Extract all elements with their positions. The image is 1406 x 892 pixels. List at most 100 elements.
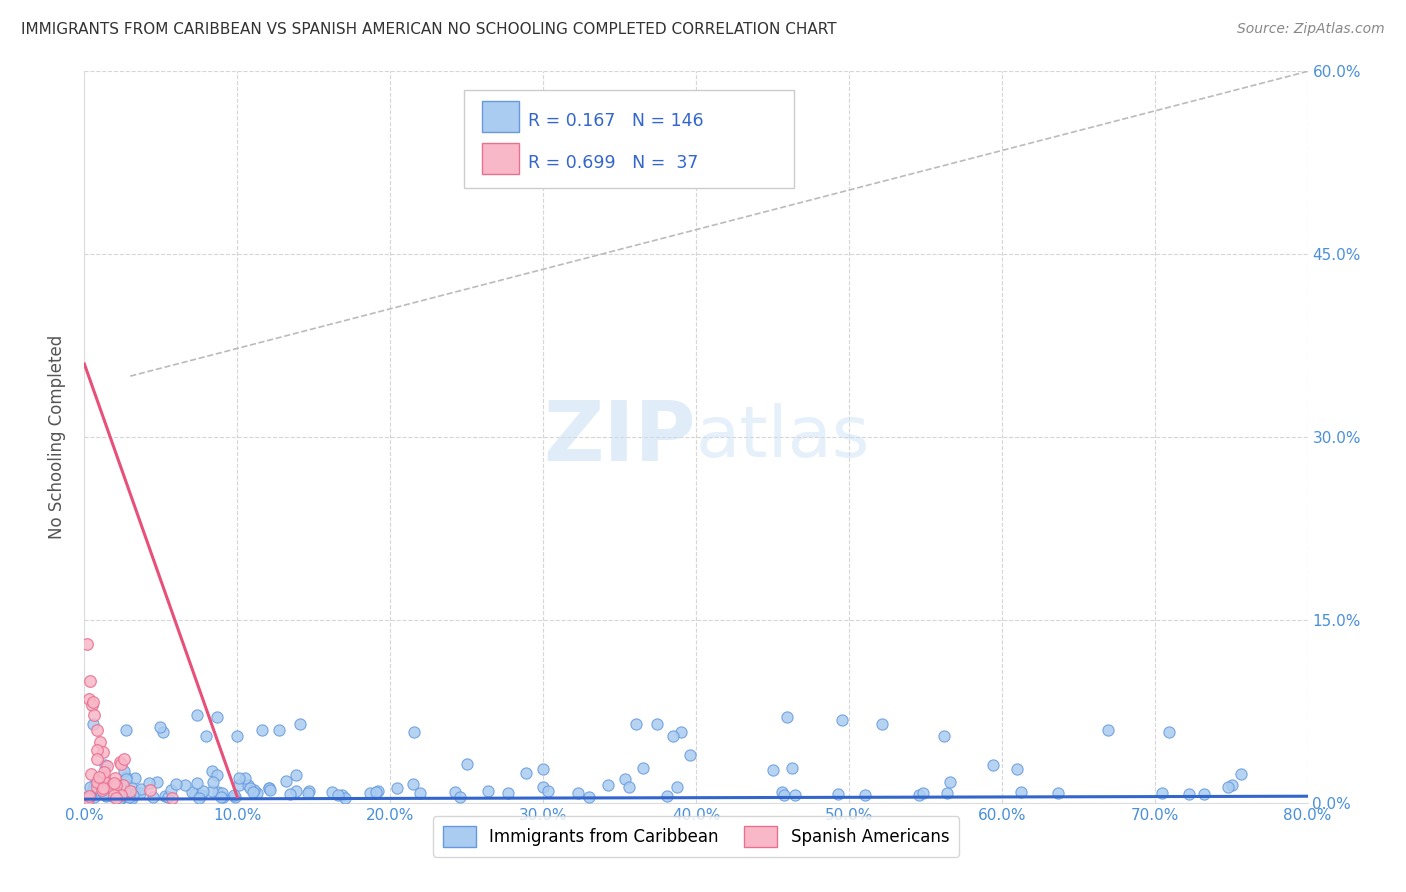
Point [598,778,620,792]
Point [84,782,107,797]
Point [212,790,235,805]
Point [124,771,146,785]
Point [285,784,308,798]
Point [149,720,172,734]
Point [104,778,127,792]
Point [121,780,143,795]
Legend: Immigrants from Caribbean, Spanish Americans: Immigrants from Caribbean, Spanish Ameri… [433,816,959,856]
Point [207,785,229,799]
Point [1005,763,1028,777]
Point [153,789,176,803]
Point [91,779,114,793]
Point [82,695,104,709]
Point [83,790,105,805]
Point [103,788,125,802]
Point [827,787,849,801]
Point [108,755,131,769]
Point [120,783,142,797]
Point [209,789,232,804]
Point [226,729,249,743]
Point [402,725,425,739]
Point [613,772,636,786]
Point [285,767,308,781]
Point [531,762,554,776]
Point [776,710,799,724]
Point [537,784,560,798]
Point [242,785,264,799]
Point [112,752,135,766]
Point [91,745,114,759]
Point [359,786,381,800]
Point [1192,787,1215,801]
Point [83,708,105,723]
Point [89,772,111,786]
Point [112,789,135,804]
Point [330,789,353,803]
Point [201,764,224,779]
Point [110,788,132,802]
Point [89,735,111,749]
Point [77,789,100,804]
Point [100,789,122,803]
Point [90,782,112,797]
Point [86,743,108,757]
Point [107,790,129,805]
Point [831,713,853,727]
Point [201,784,224,798]
Point [110,757,132,772]
Point [76,789,98,804]
Point [80,767,103,781]
Text: ZIP: ZIP [544,397,696,477]
Point [152,725,174,739]
Point [86,780,108,794]
Point [129,782,152,797]
Point [853,788,876,802]
Point [91,780,114,795]
Point [278,788,301,802]
Point [87,770,110,784]
Point [981,758,1004,772]
Point [83,779,105,793]
Point [111,789,134,804]
Point [259,783,281,797]
Point [228,778,250,792]
Point [180,785,202,799]
Point [117,790,139,805]
Point [80,698,103,713]
Point [166,777,188,791]
Point [160,791,183,805]
Point [443,785,465,799]
Point [274,774,297,789]
Point [101,781,124,796]
Point [633,761,655,775]
Point [246,786,269,800]
Point [146,775,169,789]
Point [671,725,693,739]
Point [104,772,127,786]
Point [114,783,136,797]
Point [1097,723,1119,737]
Point [770,785,793,799]
Point [1152,786,1174,800]
Point [117,788,139,802]
Point [515,766,537,780]
Point [183,788,205,802]
FancyBboxPatch shape [482,101,519,132]
Point [1159,725,1181,739]
Point [626,716,648,731]
Point [205,768,228,782]
Point [402,777,425,791]
Point [243,783,266,797]
Point [112,764,135,779]
Point [1178,787,1201,801]
Point [780,761,803,775]
Text: Source: ZipAtlas.com: Source: ZipAtlas.com [1237,22,1385,37]
Point [456,757,478,772]
Point [93,758,115,772]
Point [107,791,129,805]
FancyBboxPatch shape [482,143,519,174]
Point [409,786,432,800]
Point [908,789,931,803]
Point [772,789,794,803]
Point [785,788,807,802]
